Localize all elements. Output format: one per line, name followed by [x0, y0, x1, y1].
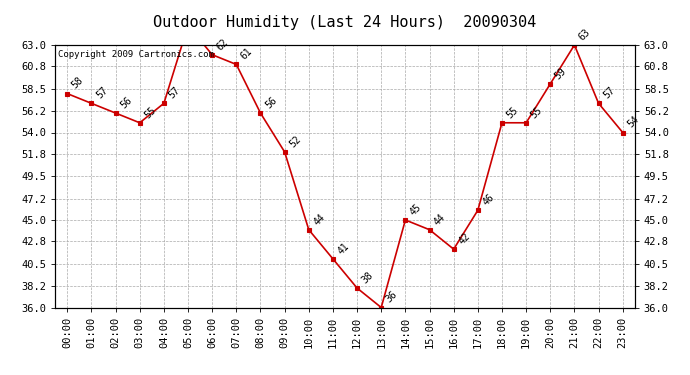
Text: 41: 41	[336, 241, 351, 256]
Text: 57: 57	[167, 85, 182, 100]
Text: 57: 57	[95, 85, 110, 100]
Text: 57: 57	[602, 85, 617, 100]
Text: 55: 55	[505, 105, 520, 120]
Text: 61: 61	[239, 46, 255, 62]
Text: 44: 44	[433, 211, 448, 227]
Text: 58: 58	[70, 75, 86, 91]
Text: 55: 55	[529, 105, 544, 120]
Text: 54: 54	[626, 114, 641, 130]
Text: 55: 55	[143, 105, 158, 120]
Text: 62: 62	[215, 37, 230, 52]
Text: 65: 65	[0, 374, 1, 375]
Text: 45: 45	[408, 202, 424, 217]
Text: 36: 36	[384, 290, 400, 305]
Text: Copyright 2009 Cartronics.com: Copyright 2009 Cartronics.com	[58, 50, 214, 59]
Text: 56: 56	[264, 95, 279, 110]
Text: 44: 44	[312, 211, 327, 227]
Text: 46: 46	[481, 192, 496, 207]
Text: 59: 59	[553, 66, 569, 81]
Text: 52: 52	[288, 134, 303, 149]
Text: 38: 38	[360, 270, 375, 285]
Text: 56: 56	[119, 95, 134, 110]
Text: 42: 42	[457, 231, 472, 246]
Text: 63: 63	[578, 27, 593, 42]
Text: Outdoor Humidity (Last 24 Hours)  20090304: Outdoor Humidity (Last 24 Hours) 2009030…	[153, 15, 537, 30]
